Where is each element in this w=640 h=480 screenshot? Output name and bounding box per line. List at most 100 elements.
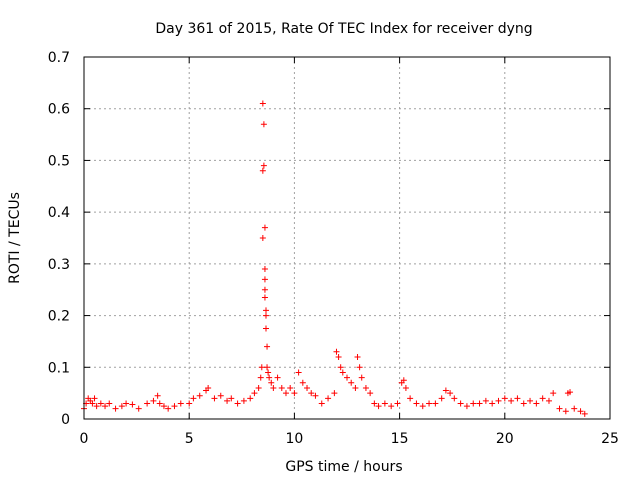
data-point [312, 392, 319, 399]
data-point [261, 224, 268, 231]
data-point [508, 397, 515, 404]
x-tick-label: 20 [496, 431, 514, 447]
grid-lines [84, 57, 610, 419]
data-point [278, 384, 285, 391]
data-point [318, 400, 325, 407]
data-point [93, 403, 100, 410]
data-point [337, 364, 344, 371]
data-point [211, 395, 218, 402]
data-point [259, 100, 266, 107]
data-point [375, 403, 382, 410]
data-point [333, 348, 340, 355]
data-point [224, 397, 231, 404]
data-point [261, 276, 268, 283]
data-point [262, 312, 269, 319]
data-point [97, 400, 104, 407]
data-point [112, 405, 119, 412]
data-point [407, 395, 414, 402]
data-point [177, 400, 184, 407]
data-point [371, 400, 378, 407]
data-point [495, 397, 502, 404]
data-point [489, 400, 496, 407]
data-point [402, 384, 409, 391]
data-point [394, 400, 401, 407]
data-point [171, 403, 178, 410]
data-point [354, 353, 361, 360]
data-point [264, 364, 271, 371]
data-point [571, 405, 578, 412]
data-point [358, 374, 365, 381]
data-point [299, 379, 306, 386]
data-point [196, 392, 203, 399]
data-point [228, 395, 235, 402]
data-point [217, 392, 224, 399]
data-point [205, 384, 212, 391]
data-point [581, 410, 588, 417]
data-point [258, 364, 265, 371]
data-point [106, 400, 113, 407]
data-point [150, 397, 157, 404]
data-point [261, 266, 268, 273]
data-point [287, 384, 294, 391]
data-point [264, 343, 271, 350]
data-point [247, 395, 254, 402]
data-point [367, 390, 374, 397]
data-point [156, 400, 163, 407]
data-point [265, 369, 272, 376]
data-point [463, 403, 470, 410]
data-point [308, 390, 315, 397]
data-point [259, 235, 266, 241]
data-point [325, 395, 332, 402]
chart-title: Day 361 of 2015, Rate Of TEC Index for r… [155, 21, 532, 37]
data-point [266, 374, 273, 381]
data-point [144, 400, 151, 407]
data-point [344, 374, 350, 381]
data-point [251, 390, 258, 397]
data-point [413, 400, 420, 407]
data-point [129, 401, 136, 408]
data-point [255, 384, 262, 391]
data-point [160, 403, 167, 410]
x-axis-label: GPS time / hours [285, 459, 402, 475]
data-point [451, 395, 458, 402]
y-tick-label: 0.3 [48, 257, 70, 273]
data-point [331, 390, 338, 397]
data-point [257, 374, 264, 381]
data-point [339, 369, 346, 376]
data-point [438, 395, 445, 402]
data-point [190, 395, 197, 402]
x-tick-label: 15 [391, 431, 409, 447]
data-point [260, 121, 267, 128]
y-tick-label: 0.6 [48, 102, 70, 118]
data-points [81, 100, 588, 417]
data-point [501, 395, 508, 402]
data-point [527, 397, 534, 404]
x-tick-label: 0 [80, 431, 89, 447]
data-point [268, 379, 275, 386]
data-point [154, 392, 161, 399]
data-point [118, 403, 125, 410]
data-point [447, 390, 454, 397]
data-point [91, 395, 98, 402]
y-tick-label: 0.1 [48, 360, 70, 376]
y-tick-label: 0.2 [48, 309, 70, 325]
y-axis-label: ROTI / TECUs [7, 192, 23, 284]
data-point [348, 379, 355, 386]
data-point [234, 400, 241, 407]
x-tick-label: 25 [601, 431, 619, 447]
data-point [482, 397, 489, 404]
data-point [102, 403, 109, 410]
data-point [270, 384, 277, 391]
data-point [539, 395, 546, 402]
x-tick-label: 5 [185, 431, 194, 447]
data-point [533, 400, 540, 407]
data-point [550, 390, 557, 397]
data-point [381, 400, 388, 407]
y-tick-label: 0.7 [48, 50, 70, 66]
plot-frame [83, 56, 611, 420]
data-point [261, 294, 268, 301]
data-point [419, 403, 426, 410]
data-point [274, 374, 281, 381]
data-point [89, 400, 96, 407]
